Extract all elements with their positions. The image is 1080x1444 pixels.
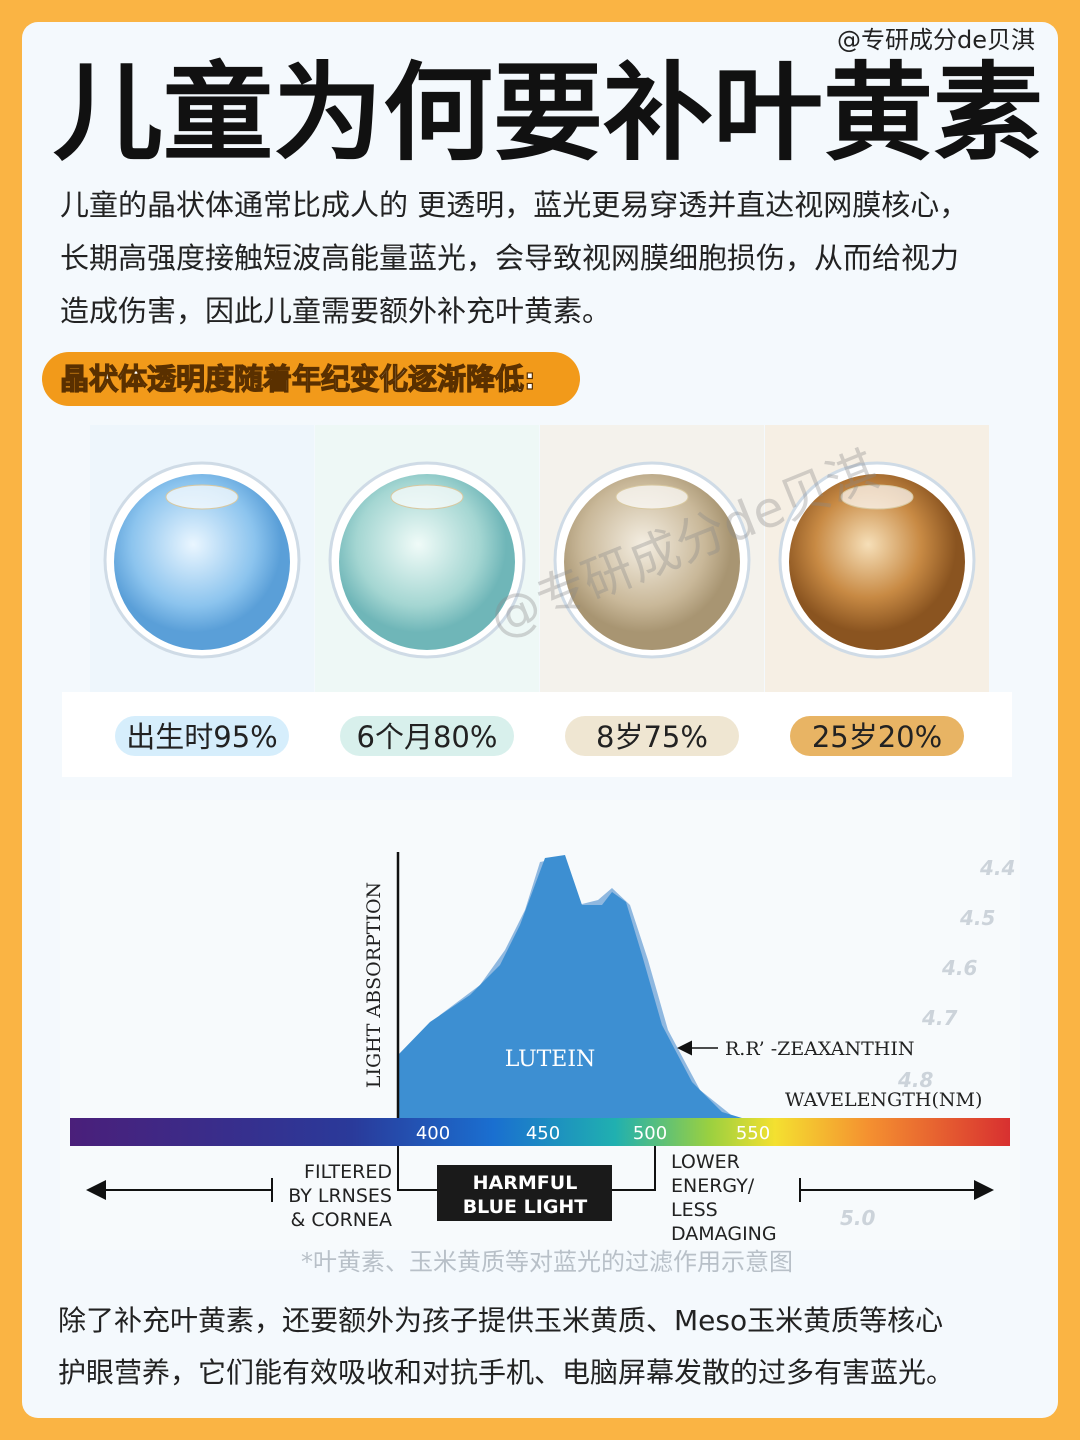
zeaxanthin-label: R.R’ -ZEAXANTHIN xyxy=(725,1038,914,1060)
intro-line: 长期高强度接触短波高能量蓝光，会导致视网膜细胞损伤，从而给视力 xyxy=(60,241,959,275)
eye-chart-number: 5.0 xyxy=(840,1206,876,1230)
eye-chart-number: 4.6 xyxy=(941,956,978,980)
eye-iris xyxy=(840,484,914,510)
eye-pill xyxy=(790,716,964,756)
eye-chart-number: 4.5 xyxy=(959,906,995,930)
harmful-line: HARMFUL xyxy=(473,1172,578,1194)
lower-line: ENERGY/ xyxy=(671,1175,755,1197)
harmful-line: BLUE LIGHT xyxy=(463,1196,588,1218)
bracket xyxy=(397,1146,437,1191)
filtered-line: BY LRNSES xyxy=(288,1185,392,1207)
filtered-line: & CORNEA xyxy=(291,1209,393,1231)
eye-chart-number: 4.4 xyxy=(979,856,1015,880)
intro-line: 儿童的晶状体通常比成人的 更透明，蓝光更易穿透并直达视网膜核心， xyxy=(60,188,968,222)
lutein-curve xyxy=(398,855,742,1118)
x-tick-label: 400 xyxy=(416,1123,450,1144)
x-tick-label: 450 xyxy=(526,1123,560,1144)
outro-line: 护眼营养，它们能有效吸收和对抗手机、电脑屏幕发散的过多有害蓝光。 xyxy=(58,1356,954,1389)
bracket xyxy=(612,1146,656,1191)
title: 儿童为何要补叶黄素 xyxy=(53,52,1043,175)
caption: *叶黄素、玉米黄质等对蓝光的过滤作用示意图 xyxy=(301,1248,793,1276)
eye-lens xyxy=(564,474,740,650)
filtered-line: FILTERED xyxy=(304,1161,392,1183)
eye-iris xyxy=(165,484,239,510)
banner-pill xyxy=(42,352,580,406)
eye-pill xyxy=(340,716,514,756)
spectrum xyxy=(70,1118,1010,1146)
eye-label: 8岁75% xyxy=(596,720,708,754)
eye-chart-number: 4.8 xyxy=(897,1068,934,1092)
outro-line: 除了补充叶黄素，还要额外为孩子提供玉米黄质、Meso玉米黄质等核心 xyxy=(58,1304,943,1337)
eye-pill xyxy=(565,716,739,756)
x-tick-label: 500 xyxy=(633,1123,667,1144)
y-label: LIGHT ABSORPTION xyxy=(363,882,385,1088)
x-label: WAVELENGTH(NM) xyxy=(785,1089,982,1111)
intro-line: 造成伤害，因此儿童需要额外补充叶黄素。 xyxy=(60,294,611,328)
lower-line: DAMAGING xyxy=(671,1223,777,1245)
eye-lens xyxy=(114,474,290,650)
eye-pill xyxy=(115,716,289,756)
lutein-label: LUTEIN xyxy=(505,1047,596,1072)
lower-line: LESS xyxy=(671,1199,718,1221)
harmful-box xyxy=(437,1165,612,1221)
eye-iris xyxy=(390,484,464,510)
handle: @专研成分de贝淇 xyxy=(837,26,1035,54)
eye-iris xyxy=(615,484,689,510)
eye-lens xyxy=(789,474,965,650)
lower-line: LOWER xyxy=(671,1151,740,1173)
eye-label: 出生时95% xyxy=(126,720,277,754)
eye-lens xyxy=(339,474,515,650)
eye-label: 6个月80% xyxy=(357,720,498,754)
eye-label: 25岁20% xyxy=(812,720,942,754)
eye-chart-number: 4.7 xyxy=(921,1006,958,1030)
x-tick-label: 550 xyxy=(736,1123,770,1144)
banner: 晶状体透明度随着年纪变化逐渐降低: xyxy=(60,362,536,396)
